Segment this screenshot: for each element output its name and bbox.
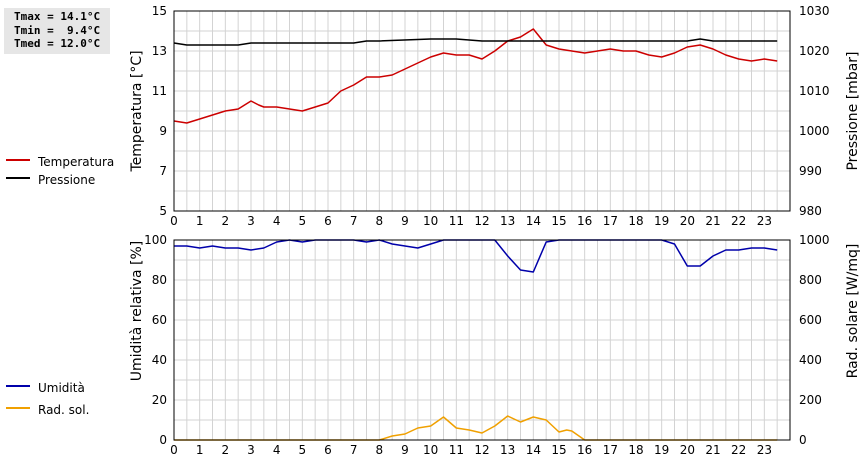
temperature-pressure-grid — [174, 11, 790, 211]
humidity-axis-title: Umidità relativa [%] — [129, 241, 145, 382]
x-tick-label: 19 — [654, 214, 669, 228]
x-tick-label: 18 — [628, 214, 643, 228]
y2-tick-label: 980 — [799, 204, 822, 218]
x-tick-label: 5 — [299, 214, 307, 228]
x-tick-label: 1 — [196, 214, 204, 228]
y-tick-label: 80 — [152, 273, 167, 287]
x-tick-label: 4 — [273, 443, 281, 457]
series-line-temperatura — [173, 28, 778, 124]
y-tick-label: 40 — [152, 353, 167, 367]
x-tick-label: 9 — [401, 214, 409, 228]
x-tick-label: 23 — [757, 443, 772, 457]
y-tick-label: 0 — [159, 433, 167, 447]
x-tick-label: 10 — [423, 214, 438, 228]
y-tick-label: 60 — [152, 313, 167, 327]
x-tick-label: 19 — [654, 443, 669, 457]
series-line-umidit — [174, 239, 778, 273]
y2-tick-label: 200 — [799, 393, 822, 407]
x-tick-label: 11 — [449, 443, 464, 457]
stats-tmed: Tmed = 12.0°C — [14, 37, 101, 50]
stats-tmax: Tmax = 14.1°C — [14, 10, 101, 23]
x-tick-label: 0 — [170, 443, 178, 457]
legend-pressure-label: Pressione — [38, 173, 95, 187]
x-tick-label: 22 — [731, 214, 746, 228]
y-tick-label: 15 — [152, 4, 167, 18]
y2-tick-label: 1000 — [799, 124, 830, 138]
x-tick-label: 23 — [757, 214, 772, 228]
y-tick-label: 20 — [152, 393, 167, 407]
x-tick-label: 21 — [705, 214, 720, 228]
x-tick-label: 13 — [500, 214, 515, 228]
x-tick-label: 2 — [222, 443, 230, 457]
temperature-pressure-ticks: 0 1 2 3 4 5 6 7 8 9 10 11 12 13 14 15 16 17 18 19 20 21 22 2357… — [152, 4, 830, 228]
series-line-pressione — [173, 38, 778, 46]
x-tick-label: 16 — [577, 214, 592, 228]
x-tick-label: 18 — [628, 443, 643, 457]
x-tick-label: 6 — [324, 214, 332, 228]
x-tick-label: 21 — [705, 443, 720, 457]
y-tick-label: 13 — [152, 44, 167, 58]
temperature-pressure-series — [173, 28, 778, 124]
x-tick-label: 15 — [551, 214, 566, 228]
y2-tick-label: 1010 — [799, 84, 830, 98]
x-tick-label: 3 — [247, 443, 255, 457]
x-tick-label: 7 — [350, 214, 358, 228]
x-tick-label: 8 — [376, 443, 384, 457]
x-tick-label: 10 — [423, 443, 438, 457]
x-tick-label: 14 — [526, 443, 541, 457]
x-tick-label: 0 — [170, 214, 178, 228]
y2-tick-label: 990 — [799, 164, 822, 178]
radiation-axis-title: Rad. solare [W/mq] — [845, 244, 860, 379]
x-tick-label: 3 — [247, 214, 255, 228]
temperature-pressure-plot-frame — [173, 10, 791, 212]
y-tick-label: 100 — [144, 233, 167, 247]
stats-box: Tmax = 14.1°C Tmin = 9.4°C Tmed = 12.0°C — [4, 8, 110, 54]
y2-tick-label: 1000 — [799, 233, 830, 247]
y-tick-label: 7 — [159, 164, 167, 178]
x-tick-label: 22 — [731, 443, 746, 457]
x-tick-label: 12 — [474, 443, 489, 457]
x-tick-label: 6 — [324, 443, 332, 457]
temperature-axis-title: Temperatura [°C] — [129, 50, 145, 172]
y2-tick-label: 600 — [799, 313, 822, 327]
legend-bottom: Umidità Rad. sol. — [6, 381, 89, 417]
y2-tick-label: 400 — [799, 353, 822, 367]
x-tick-label: 9 — [401, 443, 409, 457]
legend-top: Temperatura Pressione — [6, 155, 114, 187]
humidity-radiation-ticks: 0 1 2 3 4 5 6 7 8 9 10 11 12 13 14 15 16 17 18 19 20 21 22 2302… — [144, 233, 829, 457]
x-tick-label: 8 — [376, 214, 384, 228]
humidity-radiation-chart: 0 1 2 3 4 5 6 7 8 9 10 11 12 13 14 15 16 17 18 19 20 21 22 2302… — [129, 233, 860, 457]
x-tick-label: 5 — [299, 443, 307, 457]
x-tick-label: 17 — [603, 214, 618, 228]
x-tick-label: 17 — [603, 443, 618, 457]
legend-solar-label: Rad. sol. — [38, 403, 89, 417]
x-tick-label: 20 — [680, 214, 695, 228]
temperature-pressure-chart: 0 1 2 3 4 5 6 7 8 9 10 11 12 13 14 15 16 17 18 19 20 21 22 2357… — [129, 4, 860, 228]
y2-tick-label: 1030 — [799, 4, 830, 18]
x-tick-label: 13 — [500, 443, 515, 457]
y-tick-label: 9 — [159, 124, 167, 138]
stats-tmin: Tmin = 9.4°C — [14, 23, 101, 37]
x-tick-label: 12 — [474, 214, 489, 228]
x-tick-label: 14 — [526, 214, 541, 228]
x-tick-label: 15 — [551, 443, 566, 457]
humidity-radiation-grid — [174, 240, 790, 440]
y2-tick-label: 0 — [799, 433, 807, 447]
legend-temperature-label: Temperatura — [37, 155, 114, 169]
y2-tick-label: 800 — [799, 273, 822, 287]
x-tick-label: 20 — [680, 443, 695, 457]
pressure-axis-title: Pressione [mbar] — [845, 51, 860, 170]
x-tick-label: 16 — [577, 443, 592, 457]
y-tick-label: 5 — [159, 204, 167, 218]
x-tick-label: 4 — [273, 214, 281, 228]
x-tick-label: 2 — [222, 214, 230, 228]
x-tick-label: 1 — [196, 443, 204, 457]
y-tick-label: 11 — [152, 84, 167, 98]
y2-tick-label: 1020 — [799, 44, 830, 58]
x-tick-label: 11 — [449, 214, 464, 228]
legend-humidity-label: Umidità — [38, 381, 85, 395]
humidity-radiation-plot-frame — [173, 239, 791, 441]
x-tick-label: 7 — [350, 443, 358, 457]
